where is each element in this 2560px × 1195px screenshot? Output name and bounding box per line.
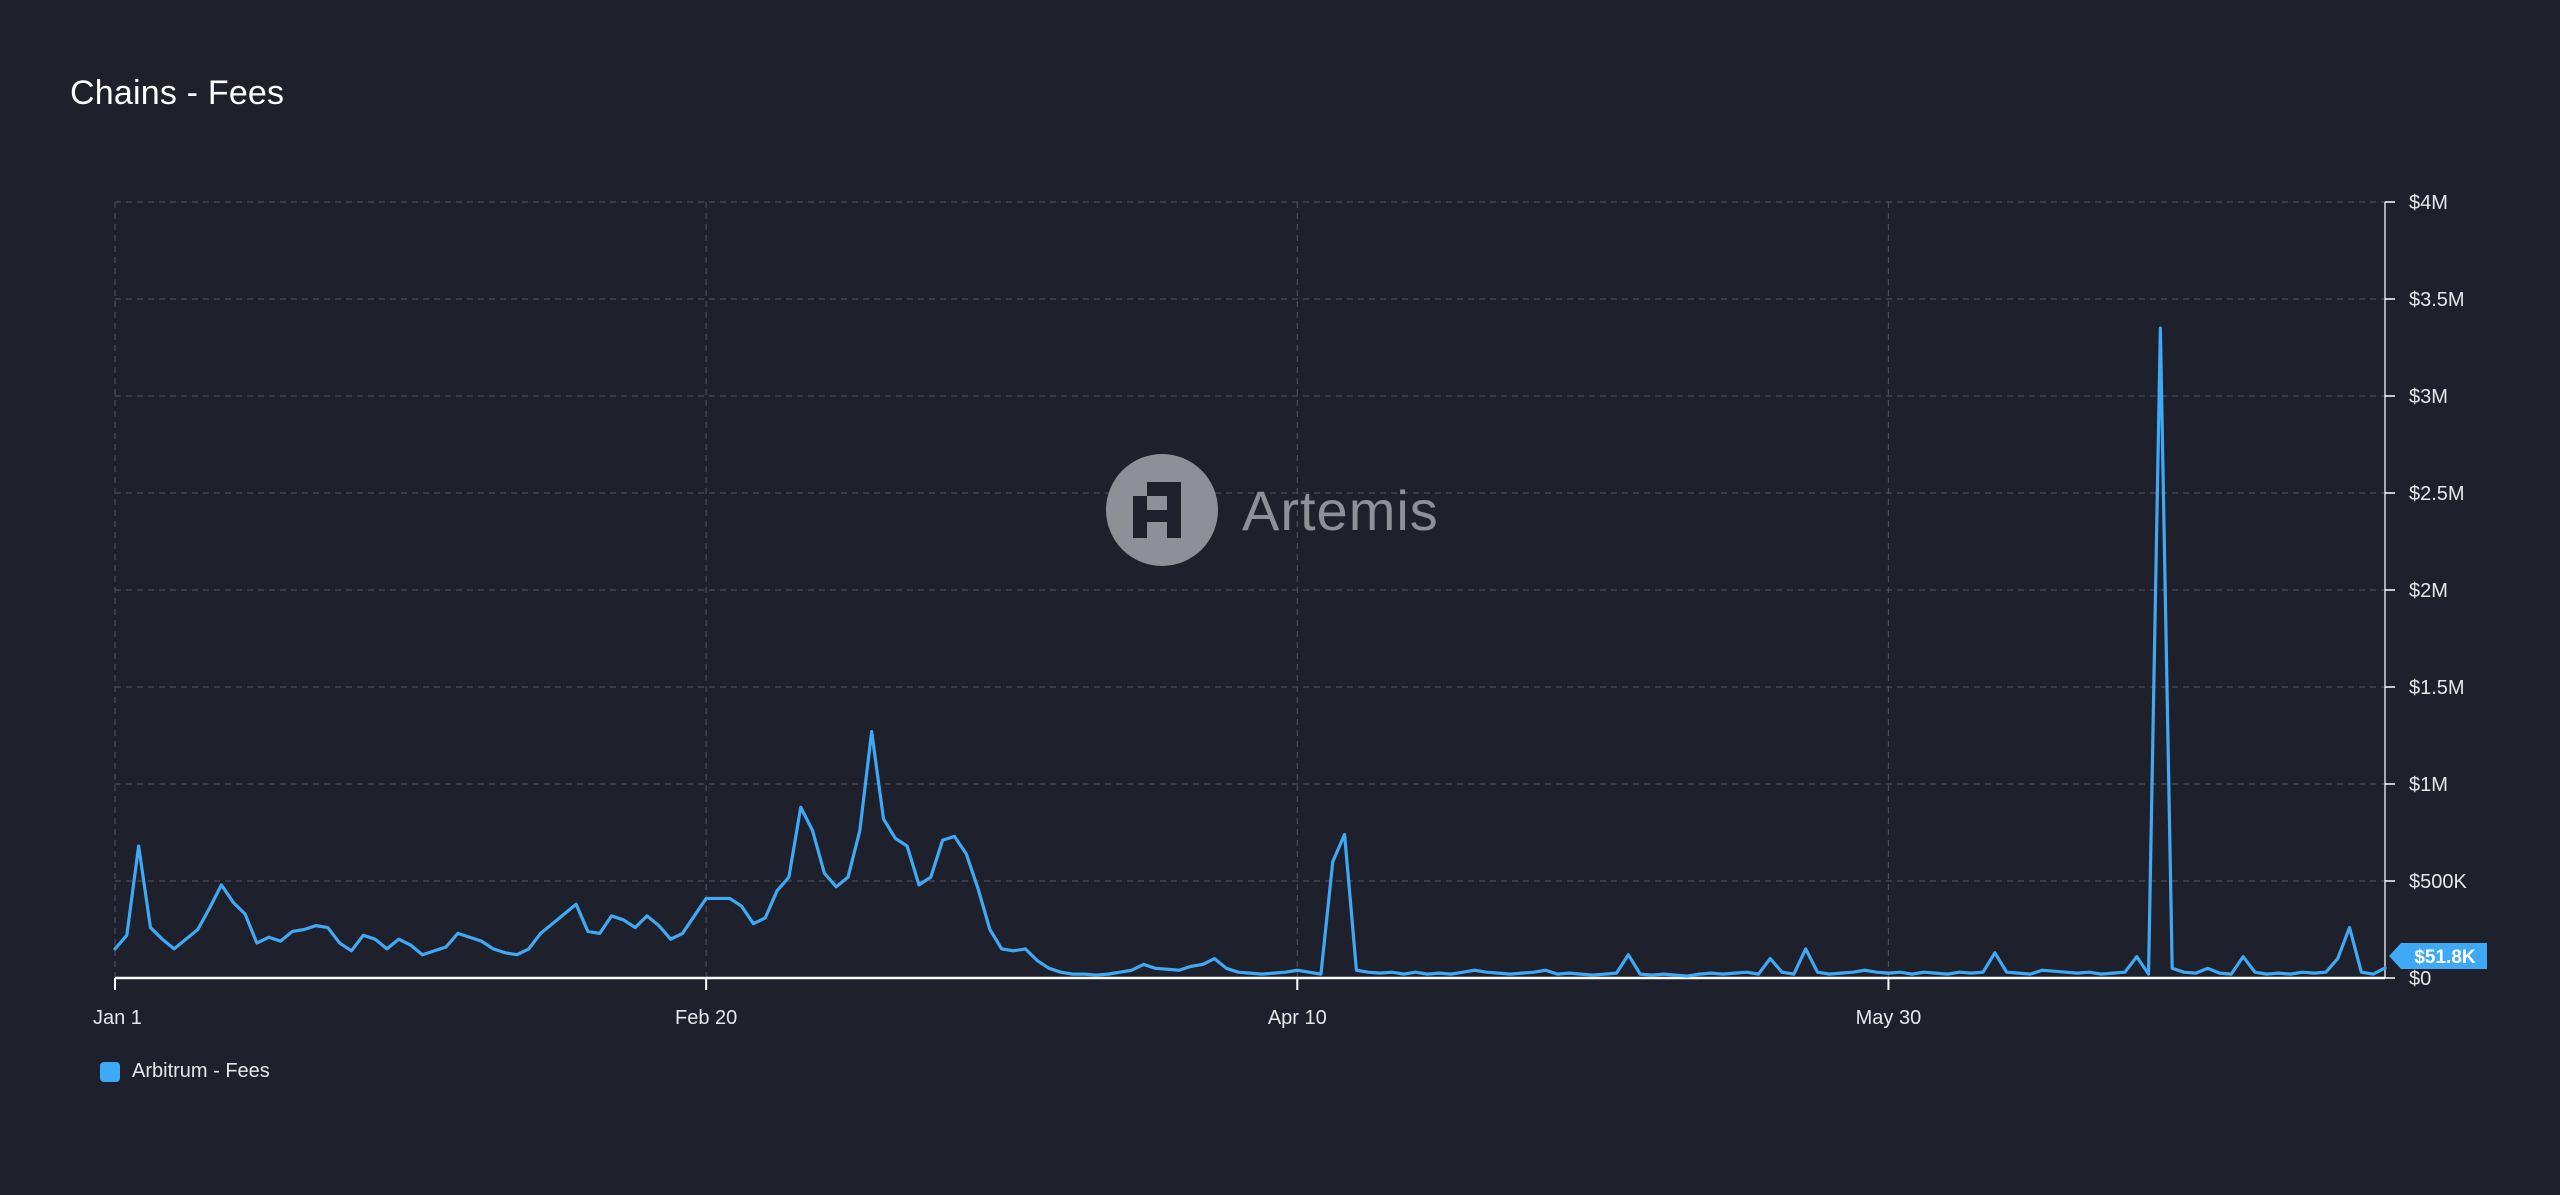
y-axis: $0 $500K $1M $1.5M $2M $2.5M $3M $3.5M $4M	[2385, 192, 2467, 990]
artemis-logo-mark-icon	[1133, 482, 1181, 538]
last-value-text: $51.8K	[2414, 947, 2476, 968]
y-tick-label-5: $2.5M	[2409, 483, 2465, 505]
y-tick-label-6: $3M	[2409, 386, 2448, 408]
y-tick-label-4: $2M	[2409, 580, 2448, 602]
y-tick-label-7: $3.5M	[2409, 289, 2465, 311]
y-tick-label-3: $1.5M	[2409, 677, 2465, 699]
y-tick-label-1: $500K	[2409, 871, 2467, 893]
series-line-arbitrum-fees[interactable]	[113, 326, 2387, 978]
artemis-watermark: Artemis	[1106, 454, 1439, 566]
x-tick-label-1: Feb 20	[675, 1007, 737, 1029]
x-tick-label-0: Jan 1	[93, 1007, 142, 1029]
last-value-badge: $51.8K	[2389, 942, 2487, 969]
series-layer	[113, 326, 2387, 978]
x-tick-label-3: May 30	[1856, 1007, 1922, 1029]
x-axis: Jan 1 Feb 20 Apr 10 May 30	[93, 976, 2385, 1029]
legend-swatch-arbitrum[interactable]	[100, 1061, 120, 1082]
x-tick-label-2: Apr 10	[1268, 1007, 1327, 1029]
y-tick-label-0: $0	[2409, 968, 2431, 990]
page-title: Chains - Fees	[70, 74, 285, 112]
legend-label-arbitrum[interactable]: Arbitrum - Fees	[132, 1060, 270, 1082]
chart-legend: Arbitrum - Fees	[100, 1060, 270, 1083]
watermark-brand-text: Artemis	[1242, 479, 1439, 542]
chart-grid	[114, 201, 2386, 978]
y-tick-label-2: $1M	[2409, 774, 2448, 796]
y-tick-label-8: $4M	[2409, 192, 2448, 214]
last-value-badge-bg	[2389, 942, 2487, 969]
